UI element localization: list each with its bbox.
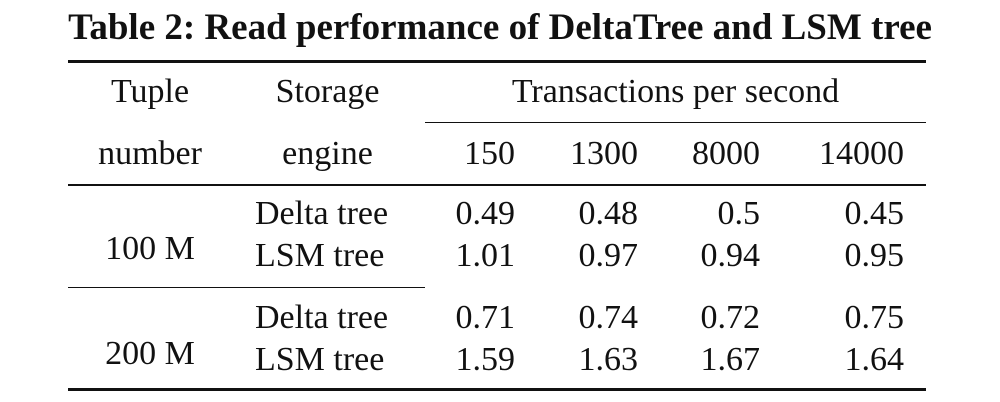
- table-row-3-value-3: 0.72: [700, 299, 761, 336]
- header-bottom-rule: [68, 184, 926, 186]
- table-row-1-value-2: 0.48: [578, 195, 639, 232]
- header-tps-col-8000: 8000: [692, 135, 760, 172]
- group-1-tuple-number: 100 M: [105, 230, 195, 267]
- table-row-1-engine: Delta tree: [255, 195, 389, 232]
- header-tps-col-1300: 1300: [570, 135, 638, 172]
- header-storage-line1: Storage: [275, 73, 380, 110]
- table-row-3-engine: Delta tree: [255, 299, 389, 336]
- top-rule: [68, 60, 926, 63]
- group-separator-rule: [68, 287, 425, 288]
- table-row-2-value-1: 1.01: [455, 237, 516, 274]
- header-tuple-line2: number: [98, 135, 202, 172]
- table-row-3-value-1: 0.71: [455, 299, 516, 336]
- header-tps-col-150: 150: [464, 135, 515, 172]
- table-row-4-value-2: 1.63: [578, 341, 639, 378]
- table-row-2-engine: LSM tree: [255, 237, 385, 274]
- table-row-1-value-3: 0.5: [717, 195, 761, 232]
- header-tps-col-14000: 14000: [819, 135, 904, 172]
- table-row-2-value-3: 0.94: [700, 237, 761, 274]
- table-row-4-value-3: 1.67: [700, 341, 761, 378]
- table-row-1-value-4: 0.45: [844, 195, 905, 232]
- table-row-3-value-4: 0.75: [844, 299, 905, 336]
- header-storage-line2: engine: [282, 135, 373, 172]
- table-row-1-value-1: 0.49: [455, 195, 516, 232]
- table-row-4-value-1: 1.59: [455, 341, 516, 378]
- table-row-3-value-2: 0.74: [578, 299, 639, 336]
- header-tps-label: Transactions per second: [511, 73, 840, 110]
- table-caption: Table 2: Read performance of DeltaTree a…: [68, 7, 932, 48]
- table-row-2-value-4: 0.95: [844, 237, 905, 274]
- table-row-2-value-2: 0.97: [578, 237, 639, 274]
- table-row-4-value-4: 1.64: [844, 341, 905, 378]
- group-2-tuple-number: 200 M: [105, 335, 195, 372]
- header-tuple-line1: Tuple: [110, 73, 190, 110]
- table-row-4-engine: LSM tree: [255, 341, 385, 378]
- bottom-rule: [68, 388, 926, 391]
- tps-underline-rule: [425, 122, 926, 123]
